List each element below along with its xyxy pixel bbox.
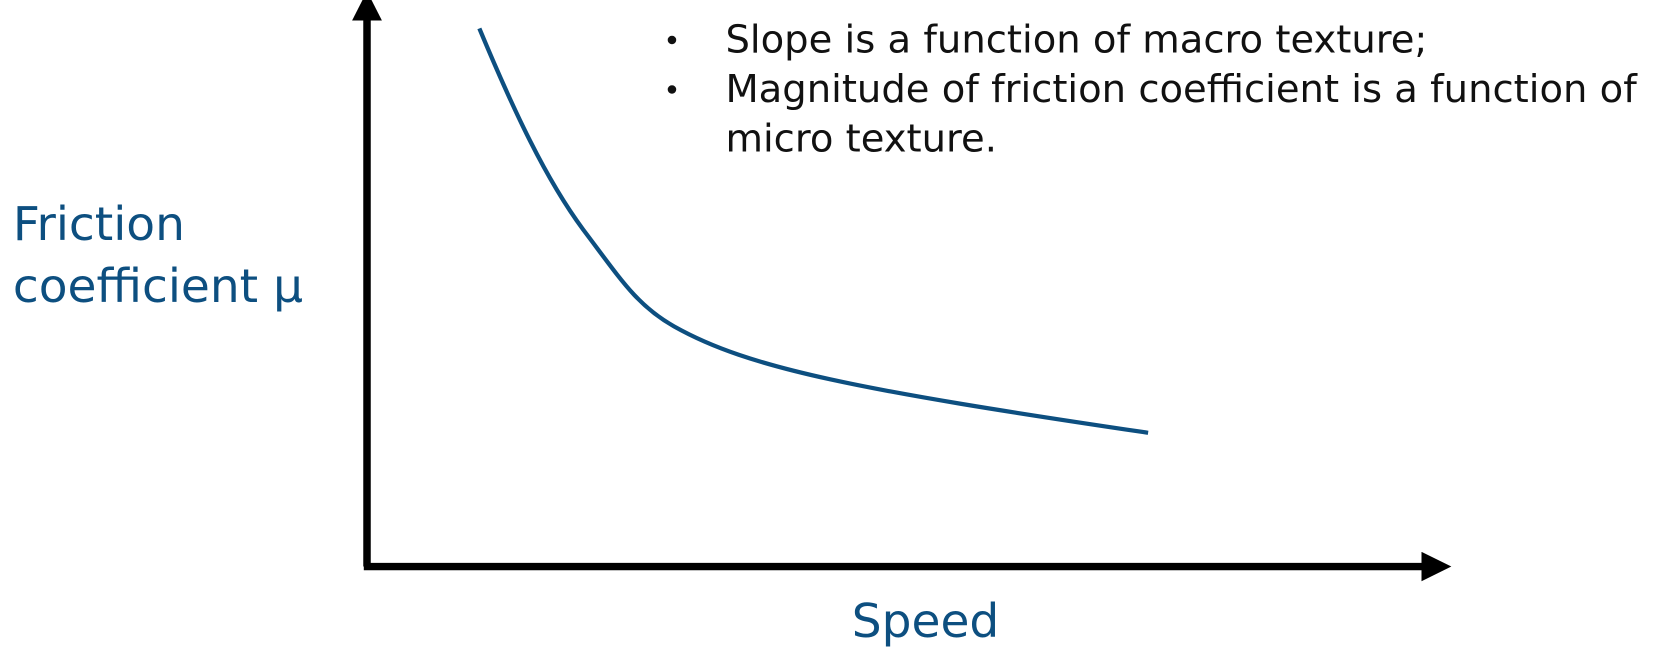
- x-axis-label: Speed: [852, 595, 1000, 649]
- y-axis-label: Friction: [13, 198, 185, 252]
- diagram-body: Friction coefficient μ Speed Slope is a …: [13, 0, 1638, 649]
- note-text: Magnitude of friction coefficient is a f…: [725, 68, 1638, 112]
- y-axis-label: coefficient μ: [13, 261, 303, 315]
- note-text: Slope is a function of macro texture;: [725, 19, 1427, 63]
- bullet: [667, 35, 677, 45]
- friction-curve: [477, 27, 1149, 435]
- note-text: micro texture.: [725, 118, 996, 162]
- bullet: [667, 85, 677, 94]
